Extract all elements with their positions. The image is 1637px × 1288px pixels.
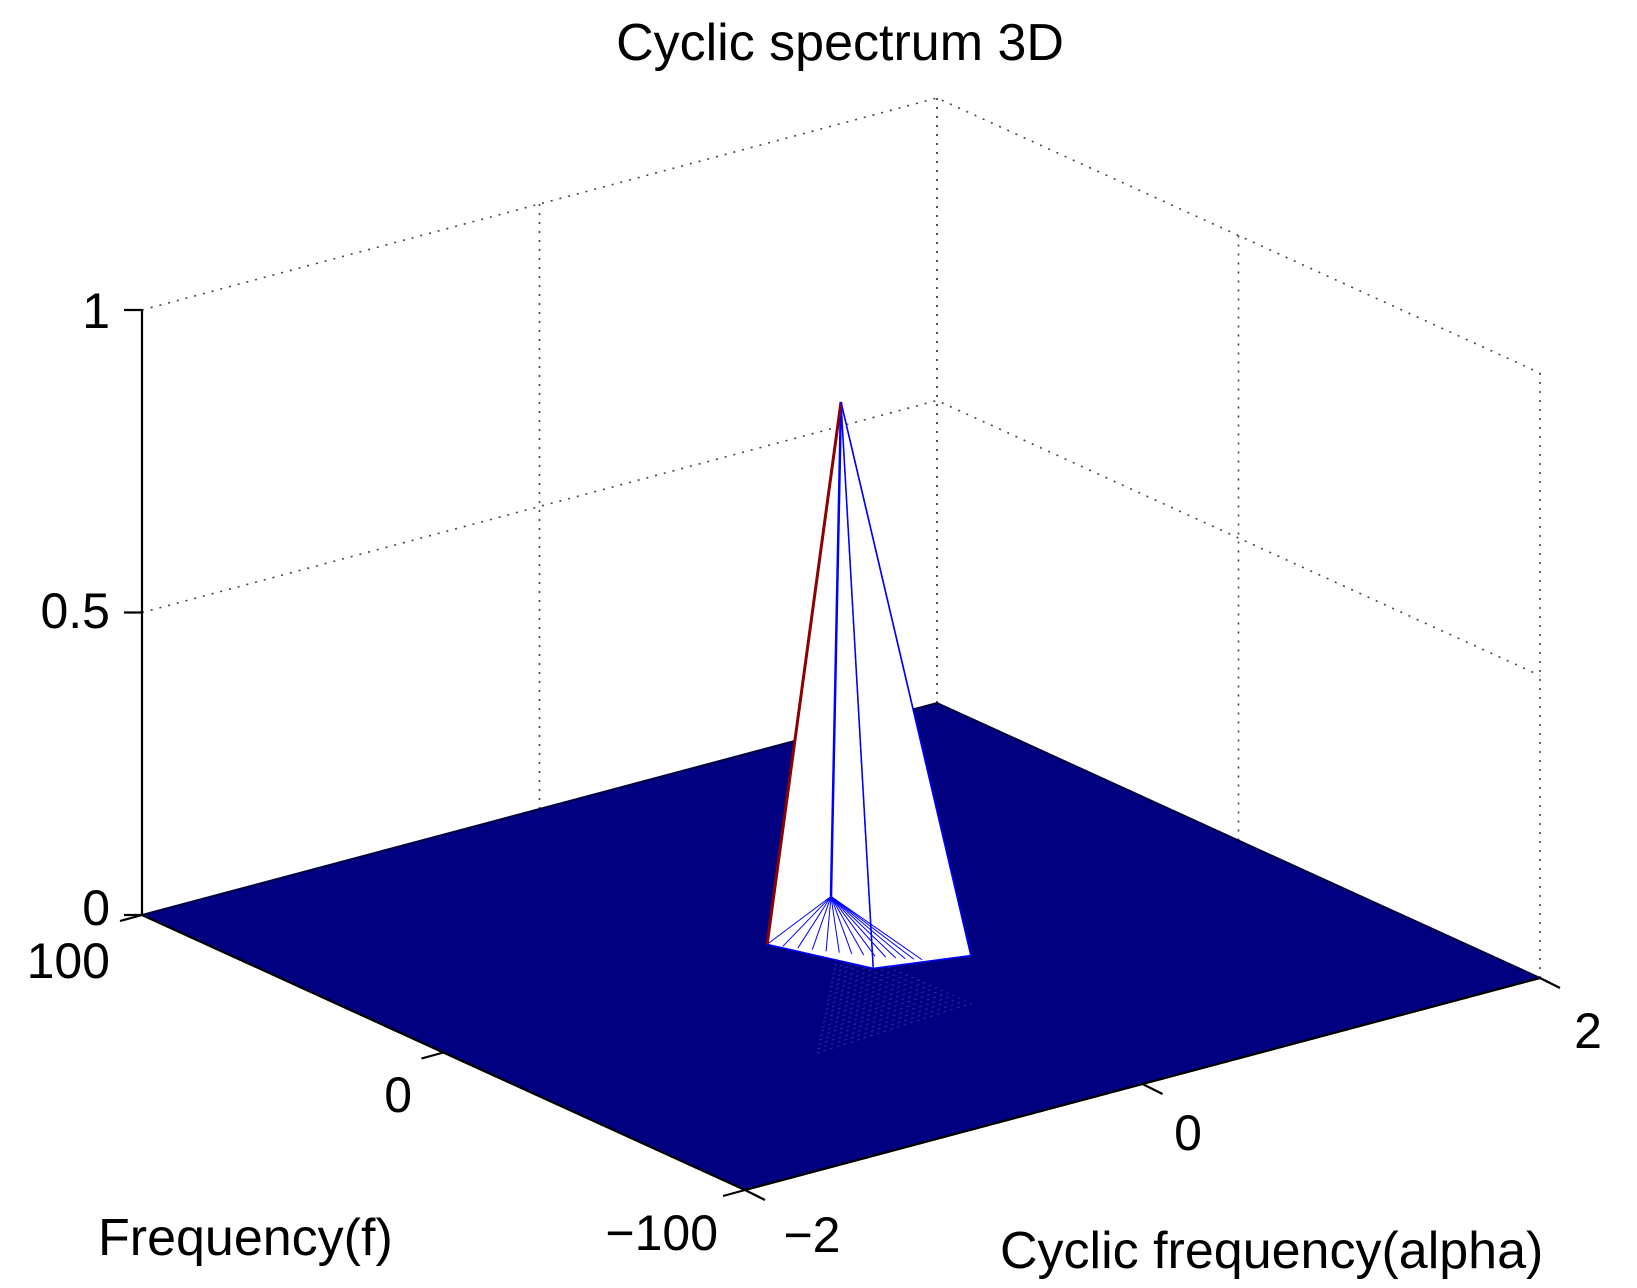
x-tick-mark [744, 1189, 766, 1201]
surface-mesh-line [828, 968, 898, 997]
surface-plot [139, 401, 1543, 1192]
y-tick-mark [119, 913, 143, 923]
x-axis-label: Cyclic frequency(alpha) [1000, 1222, 1543, 1280]
z-tick-label-0-5: 0.5 [40, 583, 110, 639]
surface-mesh-line [831, 958, 875, 980]
peak-mesh-line [766, 896, 832, 945]
y-tick-label-0: 0 [384, 1067, 412, 1123]
y-tick-label-100: 100 [27, 933, 110, 989]
peak-edge-right [840, 401, 972, 956]
x-tick-mark [1142, 1083, 1163, 1095]
peak-mesh-line [830, 895, 923, 961]
y-tick-label-minus-100: −100 [605, 1205, 718, 1261]
surface-mesh-line [822, 984, 932, 1023]
peak-mesh-line [830, 896, 840, 953]
x-tick-label-2: 2 [1574, 1003, 1602, 1059]
x-tick-label-0: 0 [1174, 1105, 1202, 1161]
surface-mesh-line [825, 976, 915, 1010]
z-tick-label-1: 1 [82, 283, 110, 339]
y-tick-mark [421, 1051, 444, 1060]
x-tick-mark [1539, 977, 1561, 989]
peak-mesh-line [830, 896, 865, 956]
surface-mesh-line [816, 1002, 972, 1054]
y-axis-label: Frequency(f) [98, 1209, 393, 1267]
surface-mesh-line [819, 994, 955, 1041]
peak-mesh-line [830, 896, 876, 957]
peak-mesh-line [830, 896, 853, 955]
grid-line-z-2 [141, 97, 1541, 374]
z-tick-label-0: 0 [82, 880, 110, 936]
peak-edge-center [829, 401, 843, 897]
peak-mesh-line [830, 896, 915, 960]
axes [119, 308, 1561, 1201]
surface-mesh-line [824, 979, 921, 1015]
y-tick-mark [722, 1188, 746, 1198]
peak-mesh-line [825, 896, 832, 952]
peak-mesh-line [811, 896, 832, 950]
peak-edge-left [765, 401, 843, 945]
surface-mesh-line [817, 1000, 966, 1050]
peak-mesh-line [797, 896, 832, 949]
chart-title: Cyclic spectrum 3D [616, 14, 1064, 72]
x-tick-label-minus-2: −2 [783, 1207, 840, 1263]
surface-mesh-line [826, 974, 909, 1006]
peak-mesh-line [830, 896, 897, 959]
peak-mesh-line [830, 896, 906, 960]
peak-mesh-line [782, 896, 832, 947]
surface-mesh-line [820, 989, 944, 1032]
surface-mesh-line [820, 992, 949, 1037]
peak-mesh-line [830, 896, 887, 958]
